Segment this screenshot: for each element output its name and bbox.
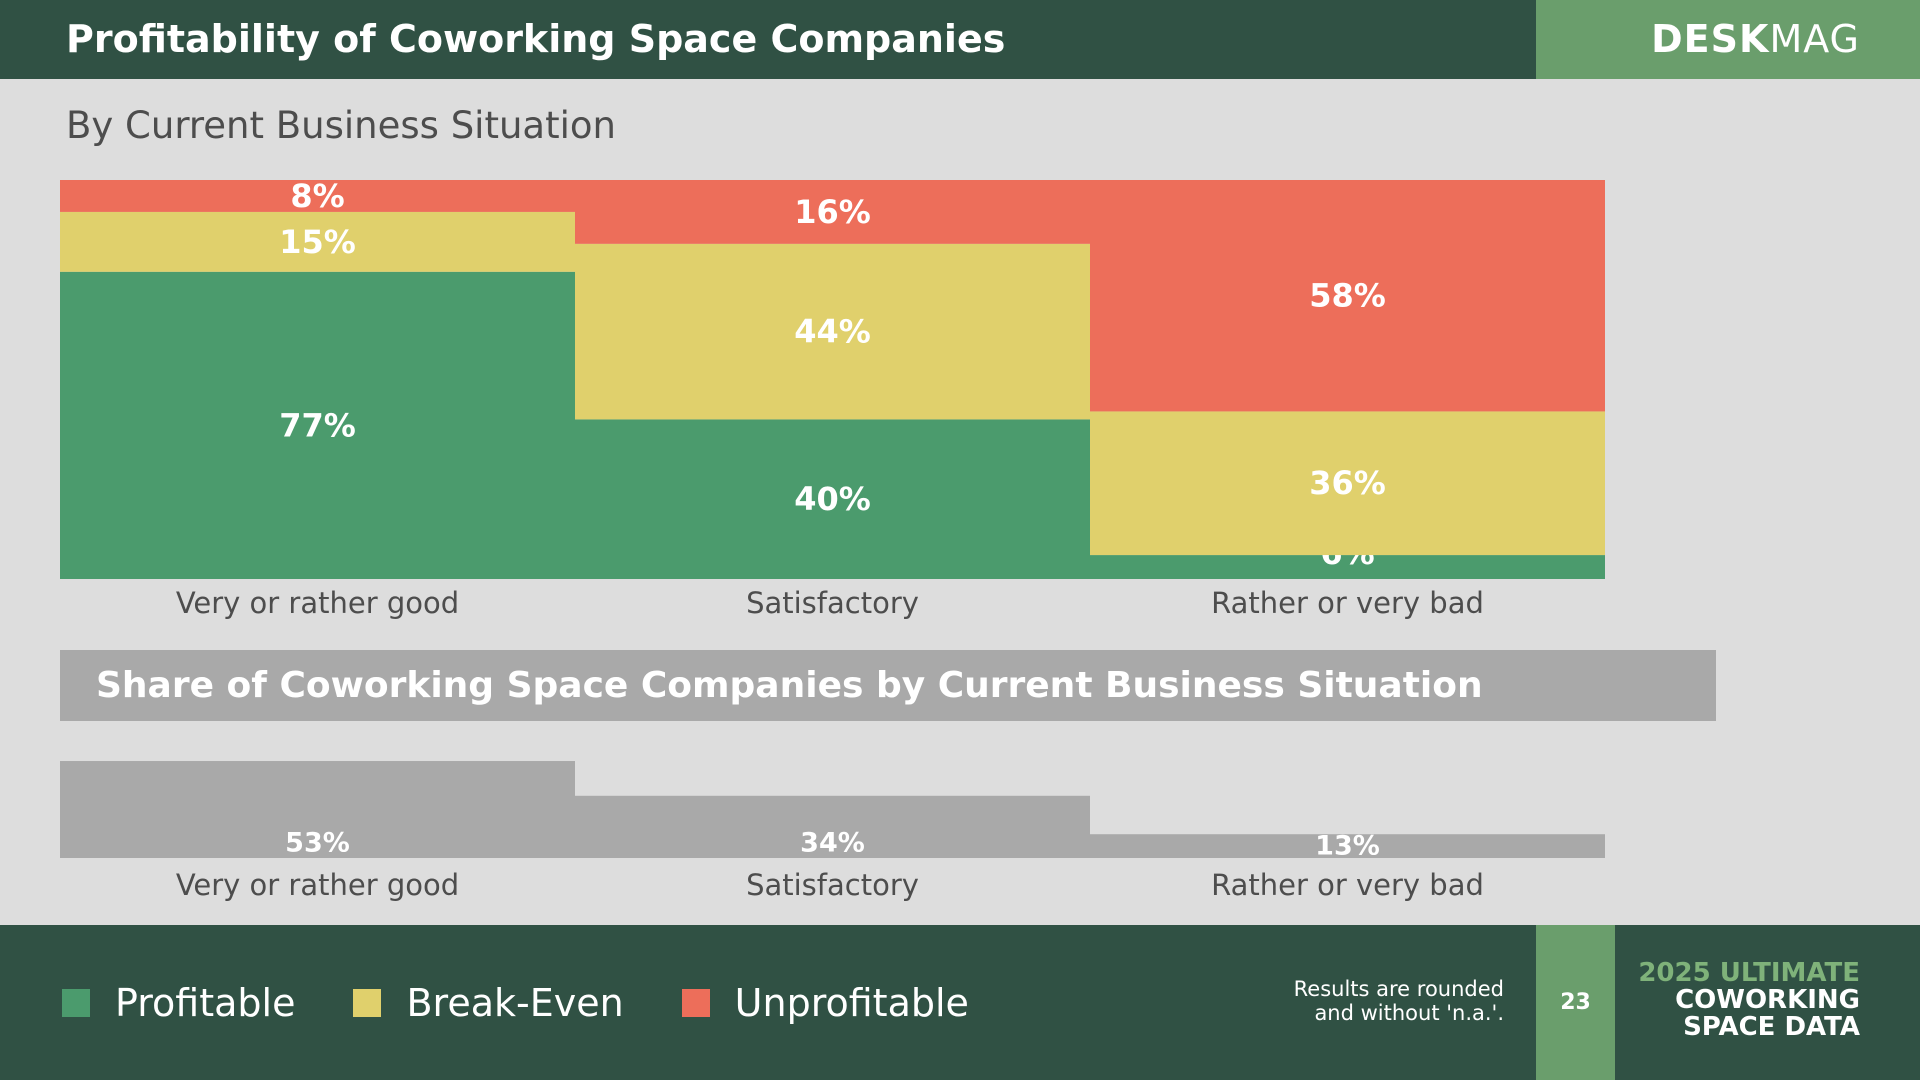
data-label: 77% [279,406,356,444]
data-label: 8% [290,177,344,215]
legend-swatch-break-even [353,988,382,1017]
brand-box: DESKMAG [1536,0,1920,79]
page-number: 23 [1560,990,1591,1015]
legend-item-break-even: Break-Even [353,980,624,1025]
report-title-line: SPACE DATA [1683,1012,1860,1042]
data-label: 16% [794,193,871,231]
legend-label: Unprofitable [734,980,969,1025]
bar-unprofitable [575,180,1090,244]
page-title: Profitability of Coworking Space Compani… [66,17,1006,61]
category-label: Satisfactory [746,868,919,902]
share-bar [60,761,575,858]
report-title-line: 2025 ULTIMATE [1638,958,1860,988]
footnote-line: and without 'n.a.'. [1314,1001,1504,1025]
data-label: 58% [1309,277,1386,315]
header-bar: Profitability of Coworking Space Compani… [0,0,1920,79]
legend-label: Profitable [115,980,296,1025]
share-bar [1090,834,1605,858]
data-label: 40% [794,480,871,518]
bar-profitable [1090,555,1605,579]
report-title-line: COWORKING [1675,985,1860,1015]
footer-bar: Profitable Break-Even Unprofitable Resul… [0,925,1920,1080]
report-title: 2025 ULTIMATE COWORKING SPACE DATA [1638,960,1860,1041]
share-bar [575,795,1090,858]
legend-swatch-profitable [62,988,90,1017]
data-label: 36% [1309,464,1386,502]
bar-profitable [60,271,575,579]
data-label: 53% [285,828,350,859]
category-label: Rather or very bad [1211,586,1484,620]
bar-unprofitable [60,180,575,212]
bar-break-even [575,243,1090,420]
bar-break-even [60,211,575,272]
brand-bold: DESK [1651,17,1770,61]
category-label: Rather or very bad [1211,868,1484,902]
data-label: 13% [1315,831,1380,862]
legend-item-unprofitable: Unprofitable [681,980,969,1025]
charts-canvas: 77% 15% 8% Very or rather good 40% 44% 16% Sati… [60,177,1605,902]
bar-profitable [575,419,1090,579]
category-label: Very or rather good [176,586,459,620]
data-label: 15% [279,223,356,261]
brand-logo: DESKMAG [1651,0,1860,79]
footnote-line: Results are rounded [1293,977,1504,1001]
bar-break-even [1090,411,1605,556]
legend-item-profitable: Profitable [62,981,295,1025]
legend-swatch-unprofitable [681,988,710,1017]
section-bar: Share of Coworking Space Companies by Cu… [60,650,1716,721]
brand-light: MAG [1769,17,1860,61]
data-label: 34% [800,828,865,859]
category-label: Satisfactory [746,586,919,620]
page-number-box: 23 [1536,925,1615,1080]
data-label: 44% [794,313,871,351]
legend: Profitable Break-Even Unprofitable [62,925,1027,1080]
category-label: Very or rather good [176,868,459,902]
chart-subtitle: By Current Business Situation [66,104,616,147]
legend-label: Break-Even [406,980,624,1025]
footnote: Results are rounded and without 'n.a.'. [1294,977,1504,1025]
section-title: Share of Coworking Space Companies by Cu… [96,665,1483,706]
bar-unprofitable [1090,180,1605,412]
